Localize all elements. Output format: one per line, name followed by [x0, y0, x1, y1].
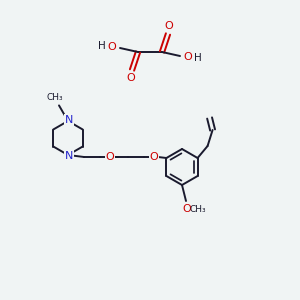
Text: O: O	[106, 152, 114, 162]
Text: O: O	[150, 152, 158, 162]
Text: O: O	[184, 52, 192, 62]
Text: CH₃: CH₃	[47, 93, 63, 102]
Text: H: H	[98, 41, 106, 51]
Text: O: O	[108, 42, 116, 52]
Text: CH₃: CH₃	[190, 205, 206, 214]
Text: N: N	[65, 151, 73, 161]
Text: O: O	[183, 204, 191, 214]
Text: O: O	[127, 73, 135, 83]
Text: N: N	[65, 115, 73, 125]
Text: O: O	[165, 21, 173, 31]
Text: H: H	[194, 53, 202, 63]
